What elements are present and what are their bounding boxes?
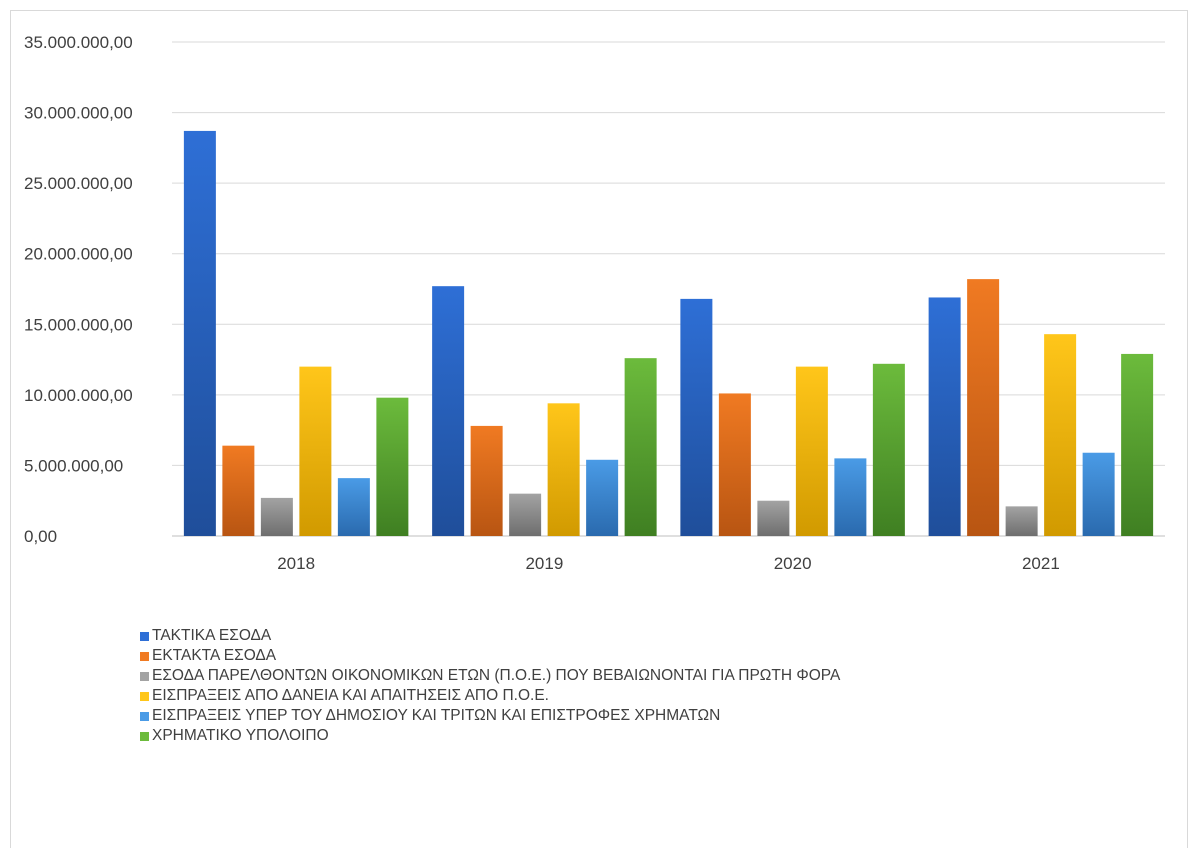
bar-2020-series-1 xyxy=(680,298,713,536)
legend-swatch xyxy=(140,631,149,641)
legend-label: ΤΑΚΤΙΚΑ ΕΣΟΔΑ xyxy=(152,627,272,644)
bar-2019-series-4 xyxy=(547,403,580,536)
bar-2019-series-5 xyxy=(586,459,619,536)
bar-2021-series-5 xyxy=(1082,452,1115,536)
legend-swatch xyxy=(140,671,149,681)
y-tick-label: 15.000.000,00 xyxy=(24,315,133,334)
x-category-label: 2020 xyxy=(774,554,812,573)
bar-chart: 0,00 5.000.000,00 10.000.000,00 15.000.000,… xyxy=(24,33,1165,573)
bar-2021-series-1 xyxy=(928,297,961,536)
bar-2018-series-5 xyxy=(337,478,370,536)
y-axis-tick-labels: 0,00 5.000.000,00 10.000.000,00 15.000.000,… xyxy=(24,33,133,546)
legend-item: ΧΡΗΜΑΤΙΚΟ ΥΠΟΛΟΙΠΟ xyxy=(140,726,840,746)
bar-2020-series-3 xyxy=(757,500,790,536)
legend-item: ΕΣΟΔΑ ΠΑΡΕΛΘΟΝΤΩΝ ΟΙΚΟΝΟΜΙΚΩΝ ΕΤΩΝ (Π.Ο.… xyxy=(140,666,840,686)
y-tick-label: 10.000.000,00 xyxy=(24,386,133,405)
bar-2019-series-6 xyxy=(624,358,657,536)
legend-label: ΕΣΟΔΑ ΠΑΡΕΛΘΟΝΤΩΝ ΟΙΚΟΝΟΜΙΚΩΝ ΕΤΩΝ (Π.Ο.… xyxy=(152,667,841,684)
bar-2021-series-2 xyxy=(967,279,1000,536)
legend-swatch xyxy=(140,711,149,721)
x-category-label: 2018 xyxy=(277,554,315,573)
bar-2020-series-5 xyxy=(834,458,867,536)
bar-2018-series-1 xyxy=(183,130,216,537)
legend-item: ΕΙΣΠΡΑΞΕΙΣ ΥΠΕΡ ΤΟΥ ΔΗΜΟΣΙΟΥ ΚΑΙ ΤΡΙΤΩΝ … xyxy=(140,706,840,726)
legend-swatch xyxy=(140,651,149,661)
legend: ΤΑΚΤΙΚΑ ΕΣΟΔΑ ΕΚΤΑΚΤΑ ΕΣΟΔΑ ΕΣΟΔΑ ΠΑΡΕΛΘΟΝ… xyxy=(140,626,840,746)
y-tick-label: 25.000.000,00 xyxy=(24,174,133,193)
gridlines xyxy=(172,41,1165,537)
legend-item: ΤΑΚΤΙΚΑ ΕΣΟΔΑ xyxy=(140,626,840,646)
legend-label: ΧΡΗΜΑΤΙΚΟ ΥΠΟΛΟΙΠΟ xyxy=(152,727,329,744)
y-tick-label: 20.000.000,00 xyxy=(24,245,133,264)
bar-2018-series-3 xyxy=(260,497,293,536)
bar-2018-series-2 xyxy=(222,445,255,536)
legend-label: ΕΙΣΠΡΑΞΕΙΣ ΑΠΟ ΔΑΝΕΙΑ ΚΑΙ ΑΠΑΙΤΗΣΕΙΣ ΑΠΟ… xyxy=(152,687,549,704)
x-category-label: 2019 xyxy=(525,554,563,573)
bar-2021-series-6 xyxy=(1121,353,1154,536)
y-tick-label: 30.000.000,00 xyxy=(24,104,133,123)
bar-2020-series-6 xyxy=(872,363,905,536)
bar-2021-series-3 xyxy=(1005,506,1038,536)
x-axis-category-labels: 2018 2019 2020 2021 xyxy=(277,554,1060,573)
bar-2019-series-3 xyxy=(509,493,542,536)
bar-2018-series-4 xyxy=(299,366,332,536)
bar-2019-series-1 xyxy=(432,286,465,536)
y-tick-label: 35.000.000,00 xyxy=(24,33,133,52)
bar-2020-series-2 xyxy=(718,393,751,536)
bar-2020-series-4 xyxy=(795,366,828,536)
y-tick-label: 5.000.000,00 xyxy=(24,456,123,475)
legend-item: ΕΙΣΠΡΑΞΕΙΣ ΑΠΟ ΔΑΝΕΙΑ ΚΑΙ ΑΠΑΙΤΗΣΕΙΣ ΑΠΟ… xyxy=(140,686,840,706)
bars xyxy=(183,130,1154,537)
legend-label: ΕΚΤΑΚΤΑ ΕΣΟΔΑ xyxy=(152,647,277,664)
legend-item: ΕΚΤΑΚΤΑ ΕΣΟΔΑ xyxy=(140,646,840,666)
chart-frame xyxy=(10,10,1188,848)
y-tick-label: 0,00 xyxy=(24,527,57,546)
legend-swatch xyxy=(140,731,149,741)
bar-2021-series-4 xyxy=(1044,334,1077,536)
legend-swatch xyxy=(140,691,149,701)
x-category-label: 2021 xyxy=(1022,554,1060,573)
bar-2018-series-6 xyxy=(376,397,409,536)
legend-label: ΕΙΣΠΡΑΞΕΙΣ ΥΠΕΡ ΤΟΥ ΔΗΜΟΣΙΟΥ ΚΑΙ ΤΡΙΤΩΝ … xyxy=(152,707,721,724)
bar-2019-series-2 xyxy=(470,425,503,536)
